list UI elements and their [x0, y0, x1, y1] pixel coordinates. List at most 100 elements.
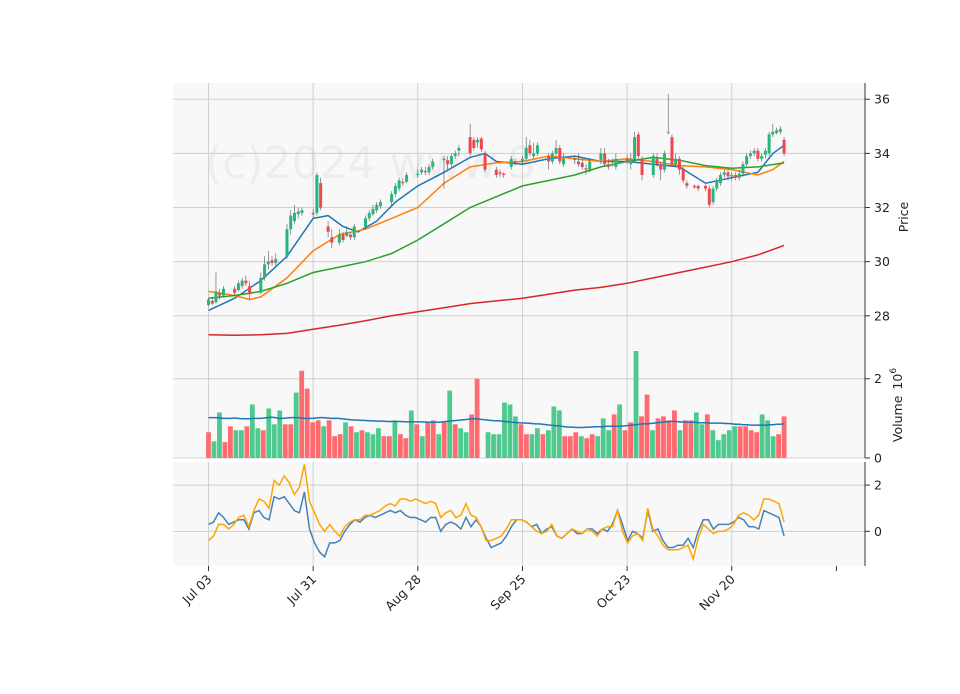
volume-bar — [337, 434, 343, 458]
volume-bar — [540, 434, 546, 458]
candle-body — [719, 175, 723, 184]
volume-axis-label: Volume 106 — [889, 368, 905, 442]
candle-body — [535, 145, 539, 154]
candle-body — [371, 208, 375, 215]
volume-bar — [666, 420, 672, 458]
volume-y-tick-label: 0 — [874, 451, 882, 466]
candle-body — [390, 193, 394, 203]
candle-body — [625, 158, 629, 162]
candle-body — [214, 291, 218, 303]
volume-bar — [430, 420, 436, 458]
volume-bar — [249, 404, 255, 458]
volume-bar — [403, 438, 409, 458]
candle-body — [707, 188, 711, 205]
candle-body — [446, 160, 450, 165]
indicator-y-tick-label: 2 — [874, 478, 882, 493]
candle-body — [427, 166, 431, 173]
candle-body — [363, 218, 367, 227]
volume-bar — [693, 412, 699, 458]
candle-body — [236, 283, 240, 291]
volume-bar — [573, 432, 579, 458]
candle-body — [677, 158, 681, 170]
candle-body — [599, 153, 603, 161]
volume-bar — [600, 418, 606, 458]
volume-bar — [425, 422, 431, 458]
candle-body — [715, 180, 719, 189]
indicator-panel-background — [173, 462, 865, 566]
candle-body — [367, 212, 371, 219]
volume-bar — [628, 422, 633, 458]
volume-bar — [639, 416, 644, 458]
volume-y-tick-label: 2 — [874, 371, 882, 386]
indicator-lines — [207, 464, 785, 562]
volume-bar — [310, 422, 316, 458]
candle-body — [532, 153, 536, 157]
volume-bar — [392, 420, 398, 458]
volume-bar — [282, 424, 288, 458]
volume-bar — [502, 402, 507, 458]
candle-body — [554, 147, 558, 154]
candle-body — [378, 202, 382, 207]
candle-body — [520, 158, 524, 162]
volume-bar — [715, 440, 721, 458]
volume-bar — [556, 410, 562, 458]
candle-body — [562, 158, 566, 165]
candle-body — [662, 153, 666, 170]
volume-bar — [754, 432, 760, 458]
price-ma-line-3 — [208, 156, 785, 299]
volume-bar — [266, 408, 272, 458]
candle-body — [292, 212, 296, 222]
candle-body — [405, 175, 409, 182]
x-tick-label: Aug 28 — [382, 571, 424, 613]
volume-bar — [222, 442, 228, 458]
volume-bar — [332, 436, 337, 458]
candle-body — [752, 150, 756, 154]
candle-body — [659, 164, 663, 170]
candle-body — [636, 134, 640, 157]
volume-bar — [622, 430, 628, 458]
volume-bar — [238, 430, 244, 458]
price-ma-line-2 — [208, 155, 785, 301]
volume-bar — [233, 430, 239, 458]
x-tick-label: Jul 31 — [283, 572, 319, 608]
candle-body — [341, 234, 345, 241]
volume-bar — [206, 432, 211, 458]
volume-bar — [683, 420, 688, 458]
x-tick-label: Jul 03 — [179, 572, 215, 608]
volume-bar — [326, 420, 332, 458]
candle-body — [233, 288, 237, 293]
candle-body — [420, 169, 424, 173]
volume-bar — [408, 410, 414, 458]
volume-bar — [354, 432, 359, 458]
candle-body — [449, 156, 453, 165]
candle-body — [248, 286, 252, 295]
price-y-tick-label: 28 — [874, 308, 890, 323]
volume-bar — [348, 426, 354, 458]
volume-bar — [595, 436, 601, 458]
volume-bar — [655, 418, 661, 458]
candle-body — [629, 158, 633, 165]
candle-body — [337, 234, 341, 243]
candle-body — [681, 169, 685, 181]
volume-bar — [606, 430, 612, 458]
volume-bar — [737, 426, 743, 458]
volume-bar — [321, 426, 327, 458]
volume-bar — [743, 426, 749, 458]
volume-bar — [414, 424, 420, 458]
volume-bar — [535, 428, 540, 458]
candle-body — [345, 231, 349, 236]
candle-body — [547, 156, 551, 162]
candle-body — [393, 185, 397, 194]
volume-bar — [578, 436, 584, 458]
volume-bar — [699, 424, 705, 458]
volume-bar — [545, 430, 551, 458]
volume-bar — [304, 388, 310, 458]
candle-body — [349, 234, 353, 238]
candle-body — [285, 229, 289, 257]
candle-body — [300, 210, 304, 213]
candle-body — [704, 185, 708, 189]
price-ma-line-4 — [208, 244, 785, 337]
candle-body — [479, 138, 483, 150]
candle-body — [748, 153, 752, 157]
candle-body — [207, 299, 210, 305]
